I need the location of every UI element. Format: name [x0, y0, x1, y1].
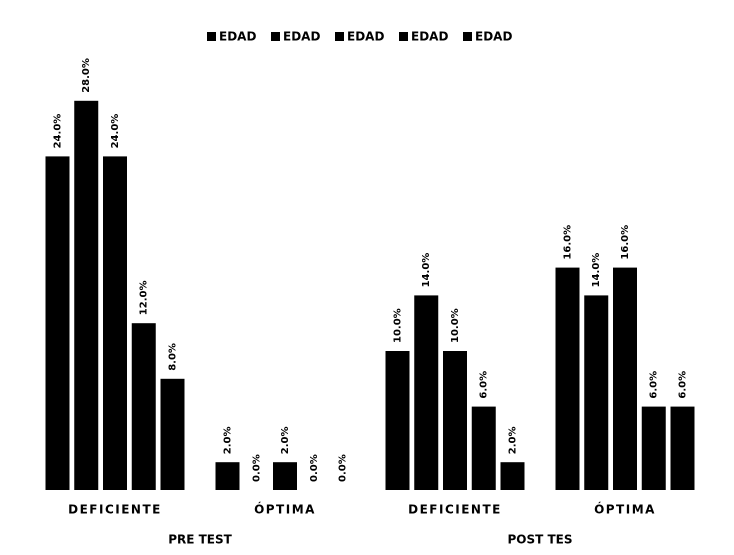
- bar: [500, 462, 525, 490]
- bar: [471, 406, 496, 490]
- legend-label: EDAD: [219, 30, 256, 44]
- legend-label: EDAD: [283, 30, 320, 44]
- bar: [45, 156, 70, 490]
- value-label: 16.0%: [563, 225, 574, 260]
- value-label: 2.0%: [280, 426, 291, 454]
- value-label: 2.0%: [508, 426, 519, 454]
- value-label: 0.0%: [338, 454, 349, 482]
- bar: [160, 378, 185, 490]
- bar: [584, 295, 609, 490]
- bar: [555, 267, 580, 490]
- value-label: 6.0%: [678, 371, 689, 399]
- value-label: 10.0%: [450, 308, 461, 343]
- legend-label: EDAD: [475, 30, 512, 44]
- bar: [443, 351, 467, 490]
- bar: [273, 462, 297, 490]
- legend-swatch: [399, 32, 408, 41]
- x-tick-label: ÓPTIMA: [594, 502, 656, 517]
- legend-swatch: [271, 32, 280, 41]
- legend-label: EDAD: [411, 30, 448, 44]
- value-label: 24.0%: [110, 114, 121, 149]
- value-label: 28.0%: [81, 58, 92, 93]
- bar: [613, 267, 637, 490]
- value-label: 0.0%: [251, 454, 262, 482]
- group-label: PRE TEST: [168, 533, 232, 547]
- value-label: 14.0%: [421, 253, 432, 288]
- value-label: 24.0%: [53, 114, 64, 149]
- bar: [670, 406, 695, 490]
- group-label: POST TES: [507, 533, 572, 547]
- legend-swatch: [207, 32, 216, 41]
- legend-swatch: [463, 32, 472, 41]
- value-label: 16.0%: [620, 225, 631, 260]
- legend-swatch: [335, 32, 344, 41]
- value-label: 12.0%: [139, 280, 150, 315]
- x-tick-label: ÓPTIMA: [254, 502, 316, 517]
- value-label: 10.0%: [393, 308, 404, 343]
- value-label: 8.0%: [168, 343, 179, 371]
- value-label: 6.0%: [649, 371, 660, 399]
- x-tick-label: DEFICIENTE: [408, 503, 502, 517]
- bar: [215, 462, 240, 490]
- bar: [74, 100, 99, 491]
- x-tick-label: DEFICIENTE: [68, 503, 162, 517]
- value-label: 2.0%: [223, 426, 234, 454]
- value-label: 6.0%: [479, 371, 490, 399]
- legend-label: EDAD: [347, 30, 384, 44]
- bar: [414, 295, 439, 490]
- bar: [103, 156, 127, 490]
- bar: [641, 406, 666, 490]
- bar: [385, 351, 410, 490]
- bar: [131, 323, 156, 490]
- value-label: 14.0%: [591, 253, 602, 288]
- value-label: 0.0%: [309, 454, 320, 482]
